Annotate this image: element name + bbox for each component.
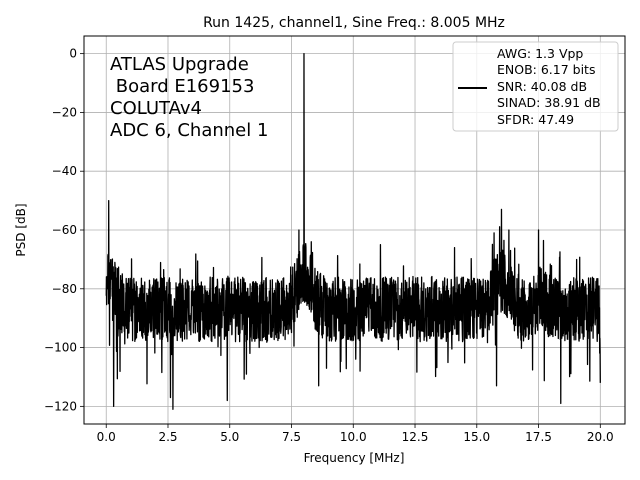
y-tick-label: −120 (44, 399, 77, 413)
chart-title: Run 1425, channel1, Sine Freq.: 8.005 MH… (203, 15, 505, 31)
x-tick-label: 0.0 (97, 430, 116, 444)
annotation-line: COLUTAv4 (110, 98, 202, 119)
y-axis-ticks: 0 −20 −40 −60 −80 −100 −120 (44, 47, 84, 413)
legend-entry: SINAD: 38.91 dB (497, 95, 601, 110)
x-tick-label: 7.5 (282, 430, 301, 444)
legend-entry: SFDR: 47.49 (497, 112, 574, 127)
annotation-text: ATLAS Upgrade Board E169153 COLUTAv4 ADC… (110, 54, 268, 141)
x-tick-label: 2.5 (158, 430, 177, 444)
x-tick-label: 17.5 (525, 430, 552, 444)
legend-entry: SNR: 40.08 dB (497, 79, 587, 94)
x-axis-ticks: 0.0 2.5 5.0 7.5 10.0 12.5 15.0 17.5 20.0 (97, 424, 614, 444)
axes-frame (83, 35, 626, 425)
x-tick-label: 12.5 (402, 430, 429, 444)
y-tick-label: −20 (52, 105, 77, 119)
psd-series-line (105, 52, 601, 410)
x-tick-label: 5.0 (220, 430, 239, 444)
legend-box (452, 41, 619, 132)
y-tick-label: −40 (52, 164, 77, 178)
y-tick-label: −100 (44, 341, 77, 355)
x-axis-label: Frequency [MHz] (304, 451, 405, 465)
y-axis-label: PSD [dB] (14, 203, 28, 256)
y-tick-label: −80 (52, 282, 77, 296)
legend-entry: AWG: 1.3 Vpp (497, 46, 583, 61)
legend: AWG: 1.3 Vpp ENOB: 6.17 bits SNR: 40.08 … (452, 41, 619, 132)
annotation-line: Board E169153 (110, 76, 254, 97)
legend-entry: ENOB: 6.17 bits (497, 62, 595, 77)
x-tick-label: 20.0 (587, 430, 614, 444)
annotation-line: ATLAS Upgrade (110, 54, 249, 75)
annotation-line: ADC 6, Channel 1 (110, 120, 268, 141)
x-tick-label: 10.0 (340, 430, 367, 444)
y-tick-label: 0 (69, 47, 77, 61)
y-tick-label: −60 (52, 223, 77, 237)
plot-area (105, 52, 601, 410)
x-tick-label: 15.0 (463, 430, 490, 444)
